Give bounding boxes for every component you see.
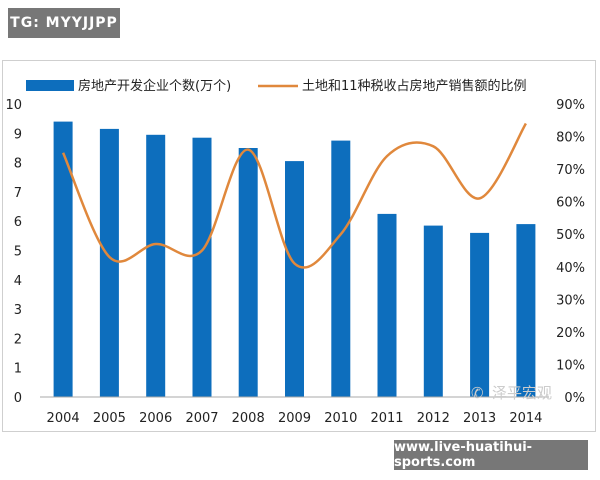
bottom-watermark-tag: www.live-huatihui-sports.com bbox=[394, 440, 588, 470]
bar-series bbox=[53, 121, 536, 398]
right-tick-label: 50% bbox=[556, 228, 585, 243]
left-tick-label: 1 bbox=[14, 362, 22, 377]
x-tick-label: 2005 bbox=[93, 411, 126, 426]
left-tick-label: 9 bbox=[14, 127, 22, 142]
bar-2006 bbox=[146, 134, 166, 398]
bar-2014 bbox=[516, 224, 536, 397]
x-tick-label: 2014 bbox=[509, 411, 542, 426]
right-tick-label: 70% bbox=[556, 163, 585, 178]
left-tick-label: 5 bbox=[14, 245, 22, 260]
bar-2007 bbox=[192, 137, 212, 397]
x-tick-label: 2012 bbox=[417, 411, 450, 426]
bar-2005 bbox=[99, 128, 119, 397]
ratio-line bbox=[61, 122, 527, 269]
legend-line-label: 土地和11种税收占房地产销售额的比例 bbox=[302, 78, 527, 94]
right-tick-label: 10% bbox=[556, 358, 585, 373]
legend-bar-swatch bbox=[26, 80, 74, 91]
x-tick-label: 2008 bbox=[232, 411, 265, 426]
top-watermark-tag: TG: MYYJJPP bbox=[8, 8, 120, 38]
line-series bbox=[61, 122, 527, 269]
x-tick-label: 2013 bbox=[463, 411, 496, 426]
right-tick-label: 30% bbox=[556, 293, 585, 308]
watermark: ✆ 泽平宏观 bbox=[471, 384, 552, 402]
x-tick-label: 2009 bbox=[278, 411, 311, 426]
left-tick-label: 6 bbox=[14, 215, 22, 230]
bar-2012 bbox=[423, 225, 443, 397]
watermark-icon: ✆ bbox=[471, 384, 484, 402]
left-tick-label: 0 bbox=[14, 391, 22, 406]
bar-2013 bbox=[470, 232, 490, 397]
left-tick-label: 7 bbox=[14, 186, 22, 201]
watermark-text: 泽平宏观 bbox=[492, 384, 552, 402]
legend-bar-label: 房地产开发企业个数(万个) bbox=[78, 78, 231, 94]
x-axis-ticks: 2004 2005 2006 2007 2008 2009 2010 2011 2012 2013… bbox=[47, 411, 543, 426]
bar-2010 bbox=[331, 140, 351, 397]
left-tick-label: 3 bbox=[14, 303, 22, 318]
bar-2008 bbox=[238, 148, 258, 397]
x-tick-label: 2010 bbox=[324, 411, 357, 426]
x-tick-label: 2006 bbox=[139, 411, 172, 426]
x-tick-label: 2007 bbox=[185, 411, 218, 426]
right-tick-label: 80% bbox=[556, 131, 585, 146]
left-tick-label: 8 bbox=[14, 157, 22, 172]
right-tick-label: 90% bbox=[556, 98, 585, 113]
bar-2004 bbox=[53, 121, 73, 397]
legend: 房地产开发企业个数(万个) 土地和11种税收占房地产销售额的比例 bbox=[26, 78, 527, 94]
right-tick-label: 60% bbox=[556, 196, 585, 211]
left-tick-label: 10 bbox=[5, 98, 22, 113]
x-tick-label: 2011 bbox=[370, 411, 403, 426]
left-tick-label: 2 bbox=[14, 332, 22, 347]
chart-frame bbox=[2, 60, 596, 432]
right-axis-ticks: 0% 10% 20% 30% 40% 50% 60% 70% 80% 90% bbox=[556, 98, 585, 406]
left-axis-ticks: 0 1 2 3 4 5 6 7 8 9 10 bbox=[5, 98, 22, 406]
bar-2011 bbox=[377, 213, 397, 397]
x-tick-label: 2004 bbox=[47, 411, 80, 426]
left-tick-label: 4 bbox=[14, 274, 22, 289]
right-tick-label: 20% bbox=[556, 326, 585, 341]
right-tick-label: 40% bbox=[556, 261, 585, 276]
right-tick-label: 0% bbox=[564, 391, 585, 406]
bar-2009 bbox=[285, 161, 304, 397]
